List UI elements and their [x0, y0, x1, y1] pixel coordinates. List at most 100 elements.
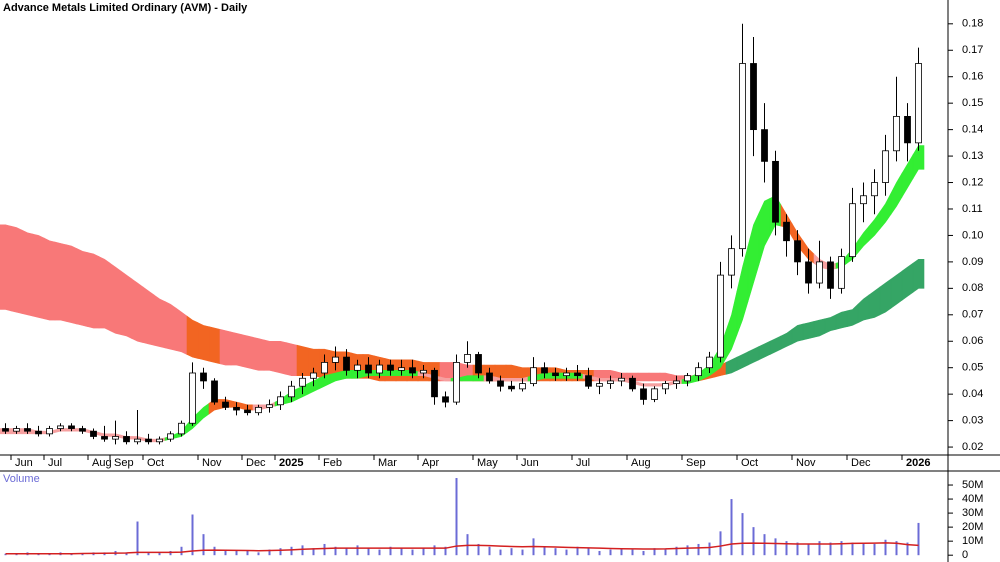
volume-bar — [301, 545, 304, 556]
volume-bar — [202, 534, 205, 556]
volume-bar — [642, 550, 645, 556]
candle-body — [90, 430, 97, 437]
candle-body — [189, 372, 196, 424]
volume-bar — [158, 552, 161, 556]
y-tick-label: 0.13 — [962, 150, 983, 162]
ribbon-segment — [153, 294, 166, 349]
candle-body — [519, 383, 526, 390]
ribbon-segment — [197, 402, 210, 424]
ribbon-segment — [747, 212, 760, 302]
x-tick-label: Oct — [147, 457, 164, 469]
candle-body — [123, 436, 130, 443]
volume-bar — [521, 549, 524, 556]
ribbon-segment — [736, 245, 749, 335]
candle-body — [475, 354, 482, 374]
volume-bar — [763, 534, 766, 556]
volume-bar — [411, 549, 414, 556]
x-tick-label: Oct — [741, 457, 758, 469]
volume-bar — [576, 546, 579, 556]
ribbon-segment — [131, 278, 144, 343]
candle-body — [13, 428, 20, 432]
ribbon-segment — [846, 303, 859, 328]
candle-body — [871, 182, 878, 197]
ribbon-segment — [285, 342, 298, 376]
ribbon-segment — [659, 372, 672, 382]
volume-bar — [653, 548, 656, 556]
volume-bar — [785, 541, 788, 556]
volume-title: Volume — [3, 473, 40, 485]
ribbon-segment — [21, 229, 34, 317]
ribbon-segment — [252, 336, 265, 371]
marks — [2, 23, 922, 556]
candle-body — [420, 369, 427, 374]
volume-bar — [444, 546, 447, 556]
x-tick-label: Feb — [323, 457, 342, 469]
ribbon-segment — [758, 197, 771, 265]
candle-body — [354, 364, 361, 371]
ribbon-segment — [186, 315, 199, 359]
volume-bar — [697, 543, 700, 556]
volume-bar — [741, 513, 744, 556]
x-tick-label: Aug — [92, 457, 112, 469]
ribbons — [0, 145, 925, 443]
volume-bar — [840, 541, 843, 556]
volume-bar — [147, 552, 150, 556]
candle-body — [134, 438, 141, 443]
x-tick-label: Apr — [422, 457, 439, 469]
volume-bar — [235, 550, 238, 556]
ribbon-segment — [868, 286, 881, 320]
volume-bar — [455, 478, 458, 556]
ribbon-segment — [142, 286, 155, 346]
volume-bar — [257, 552, 260, 556]
candle-body — [508, 385, 515, 390]
x-tick-label: Sep — [114, 457, 134, 469]
candle-body — [574, 372, 581, 377]
candle-body — [101, 436, 108, 440]
ribbon-segment — [912, 258, 925, 293]
candle-body — [343, 356, 350, 371]
volume-bar — [719, 531, 722, 556]
candle-body — [244, 409, 251, 414]
y-tick-label: 0 — [962, 549, 968, 561]
ribbon-segment — [802, 321, 815, 341]
ribbon-segment — [725, 356, 738, 375]
candle-body — [662, 383, 669, 390]
ribbon-segment — [747, 346, 760, 366]
volume-bar — [884, 539, 887, 556]
volume-bar — [268, 549, 271, 556]
candle-body — [640, 388, 647, 400]
x-tick-label: Dec — [851, 457, 871, 469]
ribbon-segment — [648, 372, 661, 382]
ribbon-segment — [175, 307, 188, 355]
candle-body — [233, 406, 240, 411]
volume-bar — [631, 549, 634, 556]
x-tick-label: Dec — [246, 457, 266, 469]
ribbon-segment — [769, 335, 782, 355]
volume-bar — [180, 546, 183, 556]
x-tick-label: Jul — [576, 457, 590, 469]
ribbon-segment — [43, 237, 56, 321]
y-tick-label: 20M — [962, 521, 983, 533]
ribbon-segment — [54, 241, 67, 322]
candle-body — [398, 367, 405, 371]
candle-body — [695, 367, 702, 377]
volume-bar — [488, 546, 491, 556]
volume-bar — [543, 546, 546, 556]
candle-body — [167, 433, 174, 440]
volume-bar — [851, 542, 854, 556]
x-tick-label: Jun — [521, 457, 539, 469]
y-tick-label: 0.16 — [962, 71, 983, 83]
candle-body — [629, 377, 636, 390]
candle-body — [277, 396, 284, 406]
candle-body — [585, 375, 592, 387]
volume-bar — [752, 527, 755, 556]
y-tick-label: 0.17 — [962, 44, 983, 56]
volume-bar — [477, 543, 480, 556]
y-tick-label: 0.08 — [962, 282, 983, 294]
candle-body — [310, 372, 317, 379]
x-tick-label: Jun — [15, 457, 33, 469]
volume-average-line — [5, 542, 919, 555]
y-tick-label: 30M — [962, 507, 983, 519]
ribbon-segment — [505, 377, 518, 382]
